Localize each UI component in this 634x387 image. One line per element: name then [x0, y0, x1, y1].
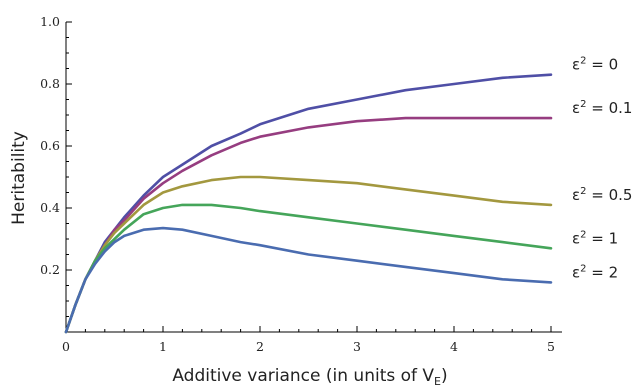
- series-lines: [64, 73, 553, 334]
- series-label-superscript: 2: [580, 186, 586, 197]
- x-axis-title-subscript: E: [434, 375, 441, 387]
- series-line-1: [64, 116, 553, 334]
- series-label-value: = 0: [586, 56, 618, 74]
- series-label-superscript: 2: [580, 263, 586, 274]
- series-label-2: ε2 = 0.5: [572, 186, 632, 204]
- series-label-value: = 0.1: [586, 99, 632, 117]
- series-label-value: = 2: [586, 263, 618, 281]
- series-line-4: [64, 226, 553, 334]
- series-label-superscript: 2: [580, 99, 586, 110]
- series-label-symbol: ε: [572, 99, 580, 117]
- y-tick-label: 0.8: [40, 76, 60, 91]
- series-line-3: [64, 203, 553, 334]
- x-axis-title: Additive variance (in units of VE): [172, 366, 447, 387]
- series-label-symbol: ε: [572, 56, 580, 74]
- series-label-value: = 1: [586, 229, 618, 247]
- x-axis-title-end: ): [441, 366, 448, 386]
- y-axis-title: Heritability: [9, 131, 29, 225]
- x-tick-label: 4: [450, 339, 458, 354]
- series-label-value: = 0.5: [586, 186, 632, 204]
- y-tick-label: 0.2: [40, 262, 60, 277]
- y-tick-label: 1.0: [40, 14, 60, 29]
- x-axis-title-main: Additive variance (in units of V: [172, 366, 434, 386]
- series-label-superscript: 2: [580, 229, 586, 240]
- x-tick-label: 2: [256, 339, 264, 354]
- y-tick-label: 0.4: [40, 200, 60, 215]
- series-label-symbol: ε: [572, 263, 580, 281]
- x-tick-label: 0: [62, 339, 70, 354]
- series-label-symbol: ε: [572, 186, 580, 204]
- x-tick-label: 3: [353, 339, 361, 354]
- x-tick-label: 5: [547, 339, 555, 354]
- series-label-1: ε2 = 0.1: [572, 99, 632, 117]
- y-ticks: 0.2 0.4 0.6 0.8 1.0: [40, 14, 72, 317]
- x-ticks: 0 1 2 3 4 5: [62, 326, 555, 354]
- x-tick-label: 1: [159, 339, 167, 354]
- series-label-4: ε2 = 2: [572, 263, 618, 281]
- series-labels: ε2 = 0ε2 = 0.1ε2 = 0.5ε2 = 1ε2 = 2: [572, 56, 632, 282]
- y-tick-label: 0.6: [40, 138, 60, 153]
- series-label-superscript: 2: [580, 56, 586, 67]
- series-label-symbol: ε: [572, 229, 580, 247]
- series-label-3: ε2 = 1: [572, 229, 618, 247]
- series-label-0: ε2 = 0: [572, 56, 618, 74]
